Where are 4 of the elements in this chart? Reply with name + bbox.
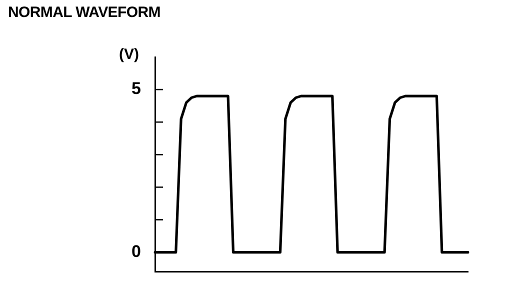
y-tick-label: 5: [132, 79, 141, 98]
y-tick-label: 0: [132, 242, 141, 261]
y-axis-title: (V): [119, 46, 139, 63]
chart-title: NORMAL WAVEFORM: [8, 4, 160, 21]
